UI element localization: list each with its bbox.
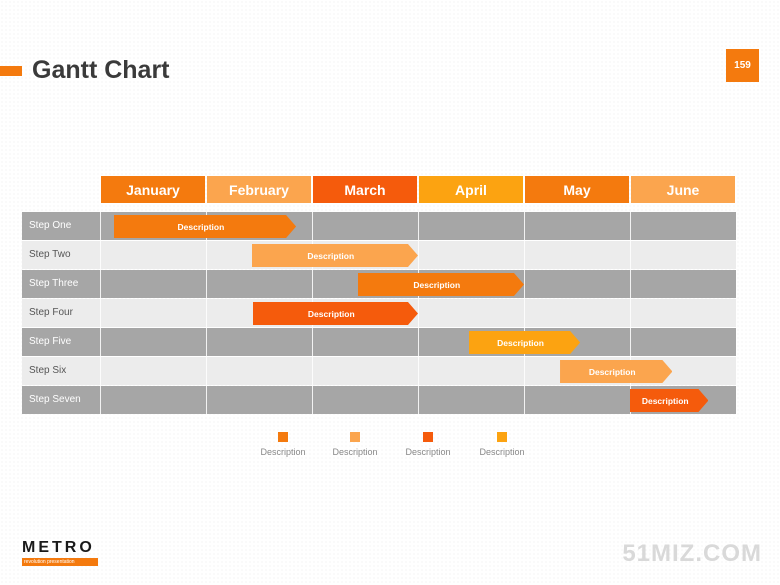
row-label: Step Two [29, 249, 71, 260]
gantt-row: Step Five [22, 328, 736, 356]
grid-line [206, 212, 207, 416]
task-bar[interactable]: Description [114, 215, 296, 238]
month-header-april: April [419, 176, 523, 203]
month-header-may: May [525, 176, 629, 203]
legend-swatch [278, 432, 288, 442]
row-label: Step Five [29, 336, 72, 347]
task-bar[interactable]: Description [358, 273, 524, 296]
row-label: Step Six [29, 365, 67, 376]
row-label: Step Seven [29, 394, 81, 405]
legend-swatch [423, 432, 433, 442]
legend-item: Description [253, 432, 313, 457]
legend-label: Description [479, 447, 525, 457]
legend-item: Description [398, 432, 458, 457]
legend-label: Description [405, 447, 451, 457]
legend-label: Description [260, 447, 306, 457]
page-number-badge: 159 [726, 49, 759, 82]
month-header-march: March [313, 176, 417, 203]
legend-swatch [350, 432, 360, 442]
grid-line [630, 212, 631, 416]
task-bar[interactable]: Description [252, 244, 418, 267]
legend-item: Description [472, 432, 532, 457]
gantt-chart: January February March April May June Step One… [22, 176, 736, 416]
page-title: Gantt Chart [32, 56, 170, 84]
grid-line [418, 212, 419, 416]
month-header-february: February [207, 176, 311, 203]
task-bar[interactable]: Description [469, 331, 580, 354]
grid-line [524, 212, 525, 416]
task-bar[interactable]: Description [253, 302, 418, 325]
watermark-text: 51MIZ.COM [622, 540, 762, 567]
row-label: Step One [29, 220, 72, 231]
gantt-row: Step Seven [22, 386, 736, 414]
legend-label: Description [332, 447, 378, 457]
grid-line [100, 212, 101, 416]
month-header-june: June [631, 176, 735, 203]
row-label: Step Three [29, 278, 79, 289]
task-bar[interactable]: Description [560, 360, 672, 383]
row-label: Step Four [29, 307, 73, 318]
logo-tagline: revolution presentation [22, 558, 98, 566]
logo-wordmark: METRO [22, 539, 95, 556]
metro-logo: METRO revolution presentation [22, 540, 98, 566]
title-accent-bar [0, 66, 22, 76]
month-header-january: January [101, 176, 205, 203]
legend-swatch [497, 432, 507, 442]
legend-item: Description [325, 432, 385, 457]
task-bar[interactable]: Description [630, 389, 708, 412]
